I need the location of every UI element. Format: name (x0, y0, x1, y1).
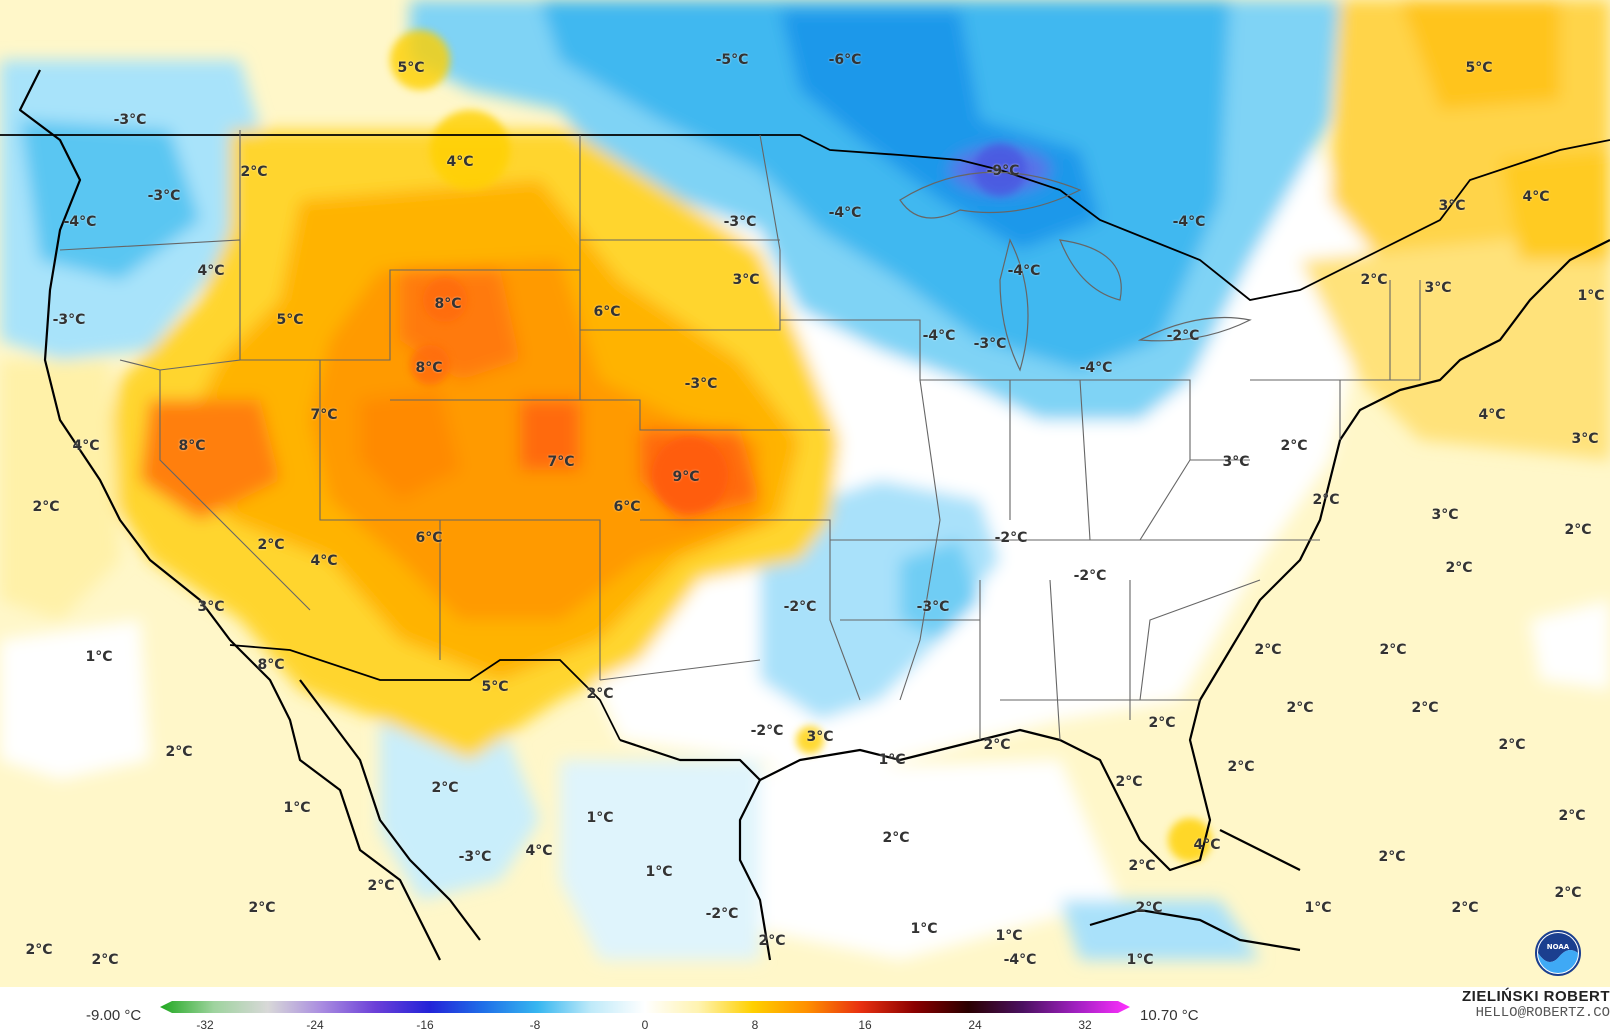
svg-text:NOAA: NOAA (1547, 943, 1570, 951)
legend-tick: 32 (1078, 1018, 1092, 1032)
legend-min-label: -9.00 °C (86, 1007, 142, 1024)
legend-tick: -16 (416, 1018, 434, 1032)
temperature-field (0, 0, 1610, 960)
author-email[interactable]: HELLO@ROBERTZ.CO (1475, 1005, 1610, 1021)
legend-tick: 16 (858, 1018, 872, 1032)
temperature-detail (390, 30, 1212, 862)
legend-tick: 8 (751, 1018, 759, 1032)
legend-tick: -8 (529, 1018, 541, 1032)
legend-max-label: 10.70 °C (1140, 1007, 1199, 1024)
state-lines (59, 130, 1421, 741)
map-canvas (0, 0, 1610, 961)
color-scale-bar (160, 1001, 1130, 1013)
legend-tick: -32 (196, 1018, 214, 1032)
country-border (0, 134, 1610, 741)
legend-tick: 0 (641, 1018, 649, 1032)
great-lakes (899, 171, 1252, 372)
noaa-logo: NOAA (1535, 930, 1581, 976)
author-credit: ZIELIŃSKI ROBERT HELLO@ROBERTZ.CO (1410, 988, 1610, 1021)
coastline (18, 69, 1610, 961)
legend-tick: 24 (968, 1018, 982, 1032)
temperature-map[interactable]: 5°C -5°C -6°C 5°C -3°C 4°C 2°C -9°C -3°C… (0, 0, 1610, 987)
author-name: ZIELIŃSKI ROBERT (1461, 988, 1610, 1005)
legend-tick: -24 (306, 1018, 324, 1032)
